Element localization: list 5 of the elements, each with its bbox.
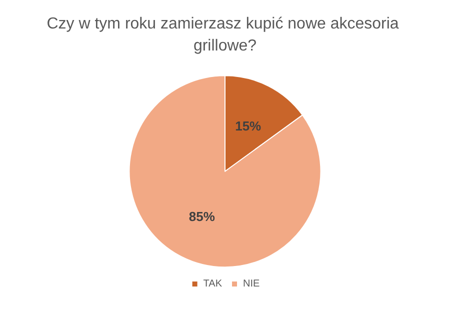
legend-label: NIE: [243, 278, 260, 290]
chart-title: Czy w tym roku zamierzasz kupić nowe akcesoria grillowe?: [46, 16, 404, 54]
legend-label: TAK: [203, 278, 222, 290]
data-label: 15%: [235, 118, 262, 134]
data-label: 85%: [188, 209, 216, 224]
